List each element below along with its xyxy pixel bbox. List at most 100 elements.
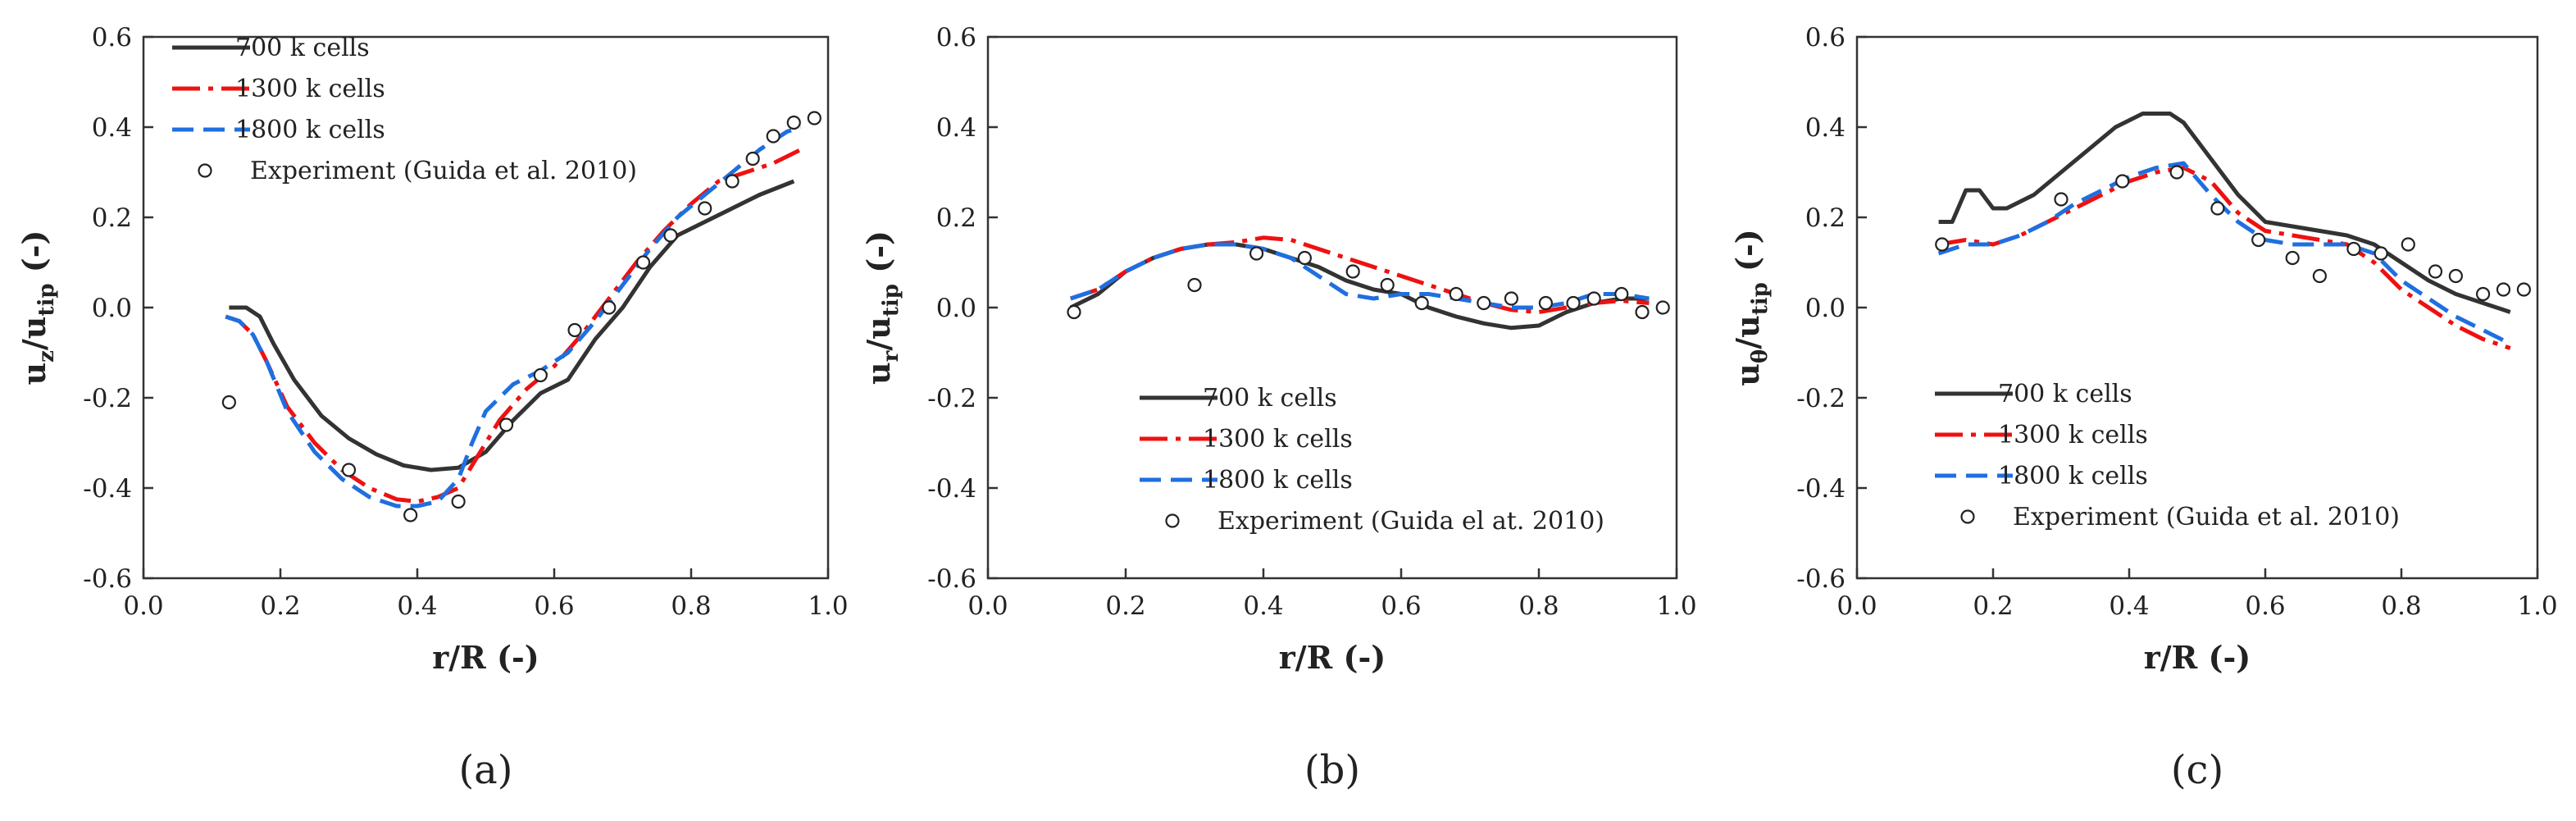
plot-frame [1855, 35, 2539, 580]
legend-label: 1800 k cells [1998, 462, 2148, 490]
experiment-point [1614, 286, 1629, 302]
experiment-point [602, 300, 617, 315]
y-tick-label: -0.2 [1796, 384, 1846, 413]
series-line-3 [1070, 242, 1650, 310]
y-tick-label: -0.6 [927, 564, 976, 594]
legend-label: 1800 k cells [1203, 466, 1353, 495]
experiment-point [1935, 237, 1950, 252]
y-axis-title: ur/utip (-) [860, 230, 903, 385]
panel-label: (a) [458, 747, 512, 793]
experiment-point [1477, 295, 1491, 311]
experiment-point [1449, 286, 1463, 302]
experiment-point [1635, 304, 1650, 320]
x-axis-title: r/R (-) [1279, 639, 1386, 676]
y-tick-label: -0.2 [927, 384, 976, 413]
series-line-2 [1070, 235, 1650, 314]
legend-label: Experiment (Guida et al. 2010) [2013, 503, 2400, 531]
legend: 700 k cells 1300 k cells 1800 k cells Exper… [1935, 380, 2400, 531]
experiment-point [2476, 286, 2491, 302]
chart-panel-3: 0.0 0.2 0.4 0.6 0.8 1.0 -0.6 -0.4 -0.2 0.0 0.2 0.4 0… [1729, 23, 2558, 793]
experiment-point [1249, 246, 1264, 261]
x-tick-label: 0.4 [397, 591, 437, 621]
panel-label: (c) [2171, 747, 2223, 793]
series-line-3 [225, 125, 802, 509]
y-tick-label: -0.4 [927, 474, 976, 504]
x-tick-label: 1.0 [2517, 591, 2557, 621]
experiment-point [1297, 250, 1313, 266]
y-tick-label: 0.0 [936, 294, 976, 323]
y-tick-label: 0.6 [936, 23, 976, 52]
experiment-point [2516, 282, 2531, 297]
legend: 700 k cells 1300 k cells 1800 k cells Exper… [172, 34, 637, 185]
panel-label: (b) [1304, 747, 1360, 793]
legend-label: 700 k cells [1998, 380, 2132, 408]
experiment-point [1504, 291, 1519, 306]
experiment-point [2428, 264, 2443, 279]
series-line-1 [1938, 112, 2511, 314]
experiment-point [1414, 295, 1429, 311]
y-tick-label: -0.4 [83, 474, 132, 504]
experiment-point [403, 508, 418, 522]
series-line-1 [229, 179, 795, 472]
x-axis-title: r/R (-) [432, 639, 539, 676]
legend-label: 1800 k cells [235, 116, 385, 144]
x-tick-label: 0.6 [2245, 591, 2285, 621]
experiment-point [341, 463, 357, 477]
y-tick-label: 0.4 [1805, 113, 1846, 143]
experiment-point [2448, 268, 2463, 284]
x-tick-label: 0.0 [123, 591, 163, 621]
x-tick-label: 0.2 [1973, 591, 2013, 621]
x-tick-label: 0.4 [1243, 591, 1283, 621]
experiment-point [1586, 291, 1601, 306]
x-tick-label: 0.0 [1836, 591, 1877, 621]
experiment-point [2285, 250, 2300, 266]
legend-label: 700 k cells [1203, 384, 1337, 413]
y-tick-label: 0.4 [936, 113, 976, 143]
experiment-point [2401, 237, 2415, 252]
series-line-2 [1938, 166, 2511, 350]
experiment-point [2346, 241, 2361, 257]
experiment-point [533, 367, 548, 383]
x-tick-label: 0.8 [2381, 591, 2421, 621]
experiment-point [786, 115, 801, 130]
y-tick-label: -0.2 [83, 384, 132, 413]
experiment-point [1538, 295, 1554, 311]
legend-marker [1960, 509, 1975, 524]
x-tick-label: 0.2 [1105, 591, 1145, 621]
experiment-point [725, 174, 740, 189]
legend-label: 1300 k cells [235, 75, 385, 103]
x-tick-label: 1.0 [808, 591, 848, 621]
y-tick-label: 0.6 [92, 23, 132, 52]
y-axis-title: uz/utip (-) [16, 230, 59, 385]
experiment-point [2169, 165, 2184, 180]
x-tick-label: 0.6 [1381, 591, 1421, 621]
experiment-point [2115, 174, 2130, 189]
experiment-point [1187, 277, 1202, 293]
y-tick-label: -0.4 [1796, 474, 1846, 504]
chart-panel-1: 0.0 0.2 0.4 0.6 0.8 1.0 -0.6 -0.4 -0.2 0.0 0.2 0.4 0… [16, 23, 849, 793]
experiment-point [567, 322, 582, 338]
experiment-point [498, 417, 514, 432]
experiment-point [2312, 268, 2327, 284]
experiment-point [221, 395, 236, 410]
x-tick-label: 0.6 [534, 591, 574, 621]
y-tick-label: 0.2 [936, 203, 976, 233]
y-tick-label: 0.2 [1805, 203, 1846, 233]
legend-label: 1300 k cells [1203, 425, 1353, 454]
experiment-point [635, 255, 651, 270]
experiment-point [1067, 304, 1081, 320]
experiment-point [2251, 232, 2266, 248]
experiment-point [2373, 246, 2388, 261]
y-axis-title: uθ/utip (-) [1729, 229, 1773, 386]
experiment-point [766, 129, 781, 144]
experiment-point [1655, 300, 1670, 315]
y-tick-label: -0.6 [1796, 564, 1846, 594]
legend-label: 1300 k cells [1998, 421, 2148, 449]
experiment-point [745, 151, 760, 166]
legend: 700 k cells 1300 k cells 1800 k cells Exper… [1140, 384, 1604, 536]
x-tick-label: 0.0 [967, 591, 1008, 621]
x-tick-label: 0.2 [260, 591, 300, 621]
y-tick-label: 0.0 [92, 294, 132, 323]
x-tick-label: 0.4 [2109, 591, 2149, 621]
